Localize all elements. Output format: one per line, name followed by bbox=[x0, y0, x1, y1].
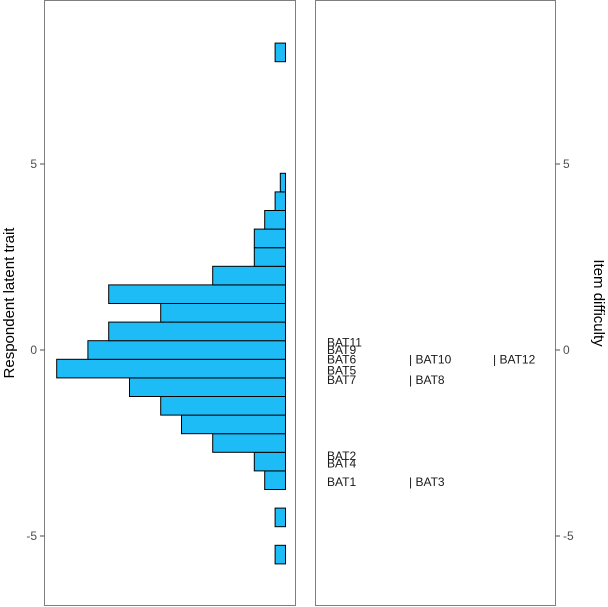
right-y-tick-label: -5 bbox=[563, 529, 574, 543]
histogram-bar bbox=[56, 358, 287, 379]
histogram-bar bbox=[253, 228, 287, 249]
left-y-axis: -5 0 5 bbox=[26, 157, 45, 543]
right-y-axis: -5 0 5 bbox=[555, 157, 574, 543]
histogram-bar bbox=[160, 303, 286, 323]
histogram-bar bbox=[212, 265, 286, 286]
item-label: BAT5 bbox=[327, 364, 356, 378]
histogram-bar bbox=[279, 172, 286, 193]
item-label: | BAT3 bbox=[409, 475, 445, 489]
item-label: BAT4 bbox=[327, 457, 356, 471]
histogram-bar bbox=[264, 470, 287, 490]
left-panel: -5 0 5 Respondent latent trait bbox=[1, 0, 296, 606]
right-y-axis-title: Item difficulty bbox=[590, 259, 607, 347]
histogram-bar bbox=[274, 507, 287, 528]
item-label: BAT2 bbox=[327, 449, 356, 463]
item-label: BAT6 bbox=[327, 352, 356, 366]
histogram-bar bbox=[274, 191, 287, 211]
item-label: | BAT8 bbox=[409, 373, 445, 387]
histogram-bar bbox=[274, 42, 287, 63]
histogram-bar bbox=[129, 377, 286, 397]
histogram-bar bbox=[160, 396, 286, 416]
item-label: BAT1 bbox=[327, 475, 356, 489]
histogram-bar bbox=[181, 414, 286, 435]
histogram-bar bbox=[253, 451, 287, 472]
histogram-bar bbox=[108, 284, 286, 304]
histogram-bar bbox=[212, 433, 286, 453]
histogram-bar bbox=[87, 340, 287, 360]
histogram-bar bbox=[264, 210, 287, 230]
right-y-tick-label: 5 bbox=[563, 157, 570, 171]
left-y-tick-label: 5 bbox=[30, 157, 37, 171]
histogram-bars bbox=[56, 42, 287, 565]
left-y-tick-label: -5 bbox=[26, 529, 37, 543]
left-y-tick-label: 0 bbox=[30, 343, 37, 357]
item-label: | BAT10 bbox=[409, 352, 452, 366]
right-panel-frame bbox=[315, 0, 556, 606]
item-label: | BAT12 bbox=[493, 352, 536, 366]
item-label: BAT9 bbox=[327, 343, 356, 357]
left-y-axis-title: Respondent latent trait bbox=[1, 227, 18, 379]
item-label: BAT7 bbox=[327, 373, 356, 387]
histogram-bar bbox=[108, 321, 286, 342]
item-label: BAT11 bbox=[327, 336, 362, 350]
histogram-bar bbox=[253, 247, 287, 267]
histogram-bar bbox=[274, 544, 287, 565]
right-y-tick-label: 0 bbox=[563, 343, 570, 357]
